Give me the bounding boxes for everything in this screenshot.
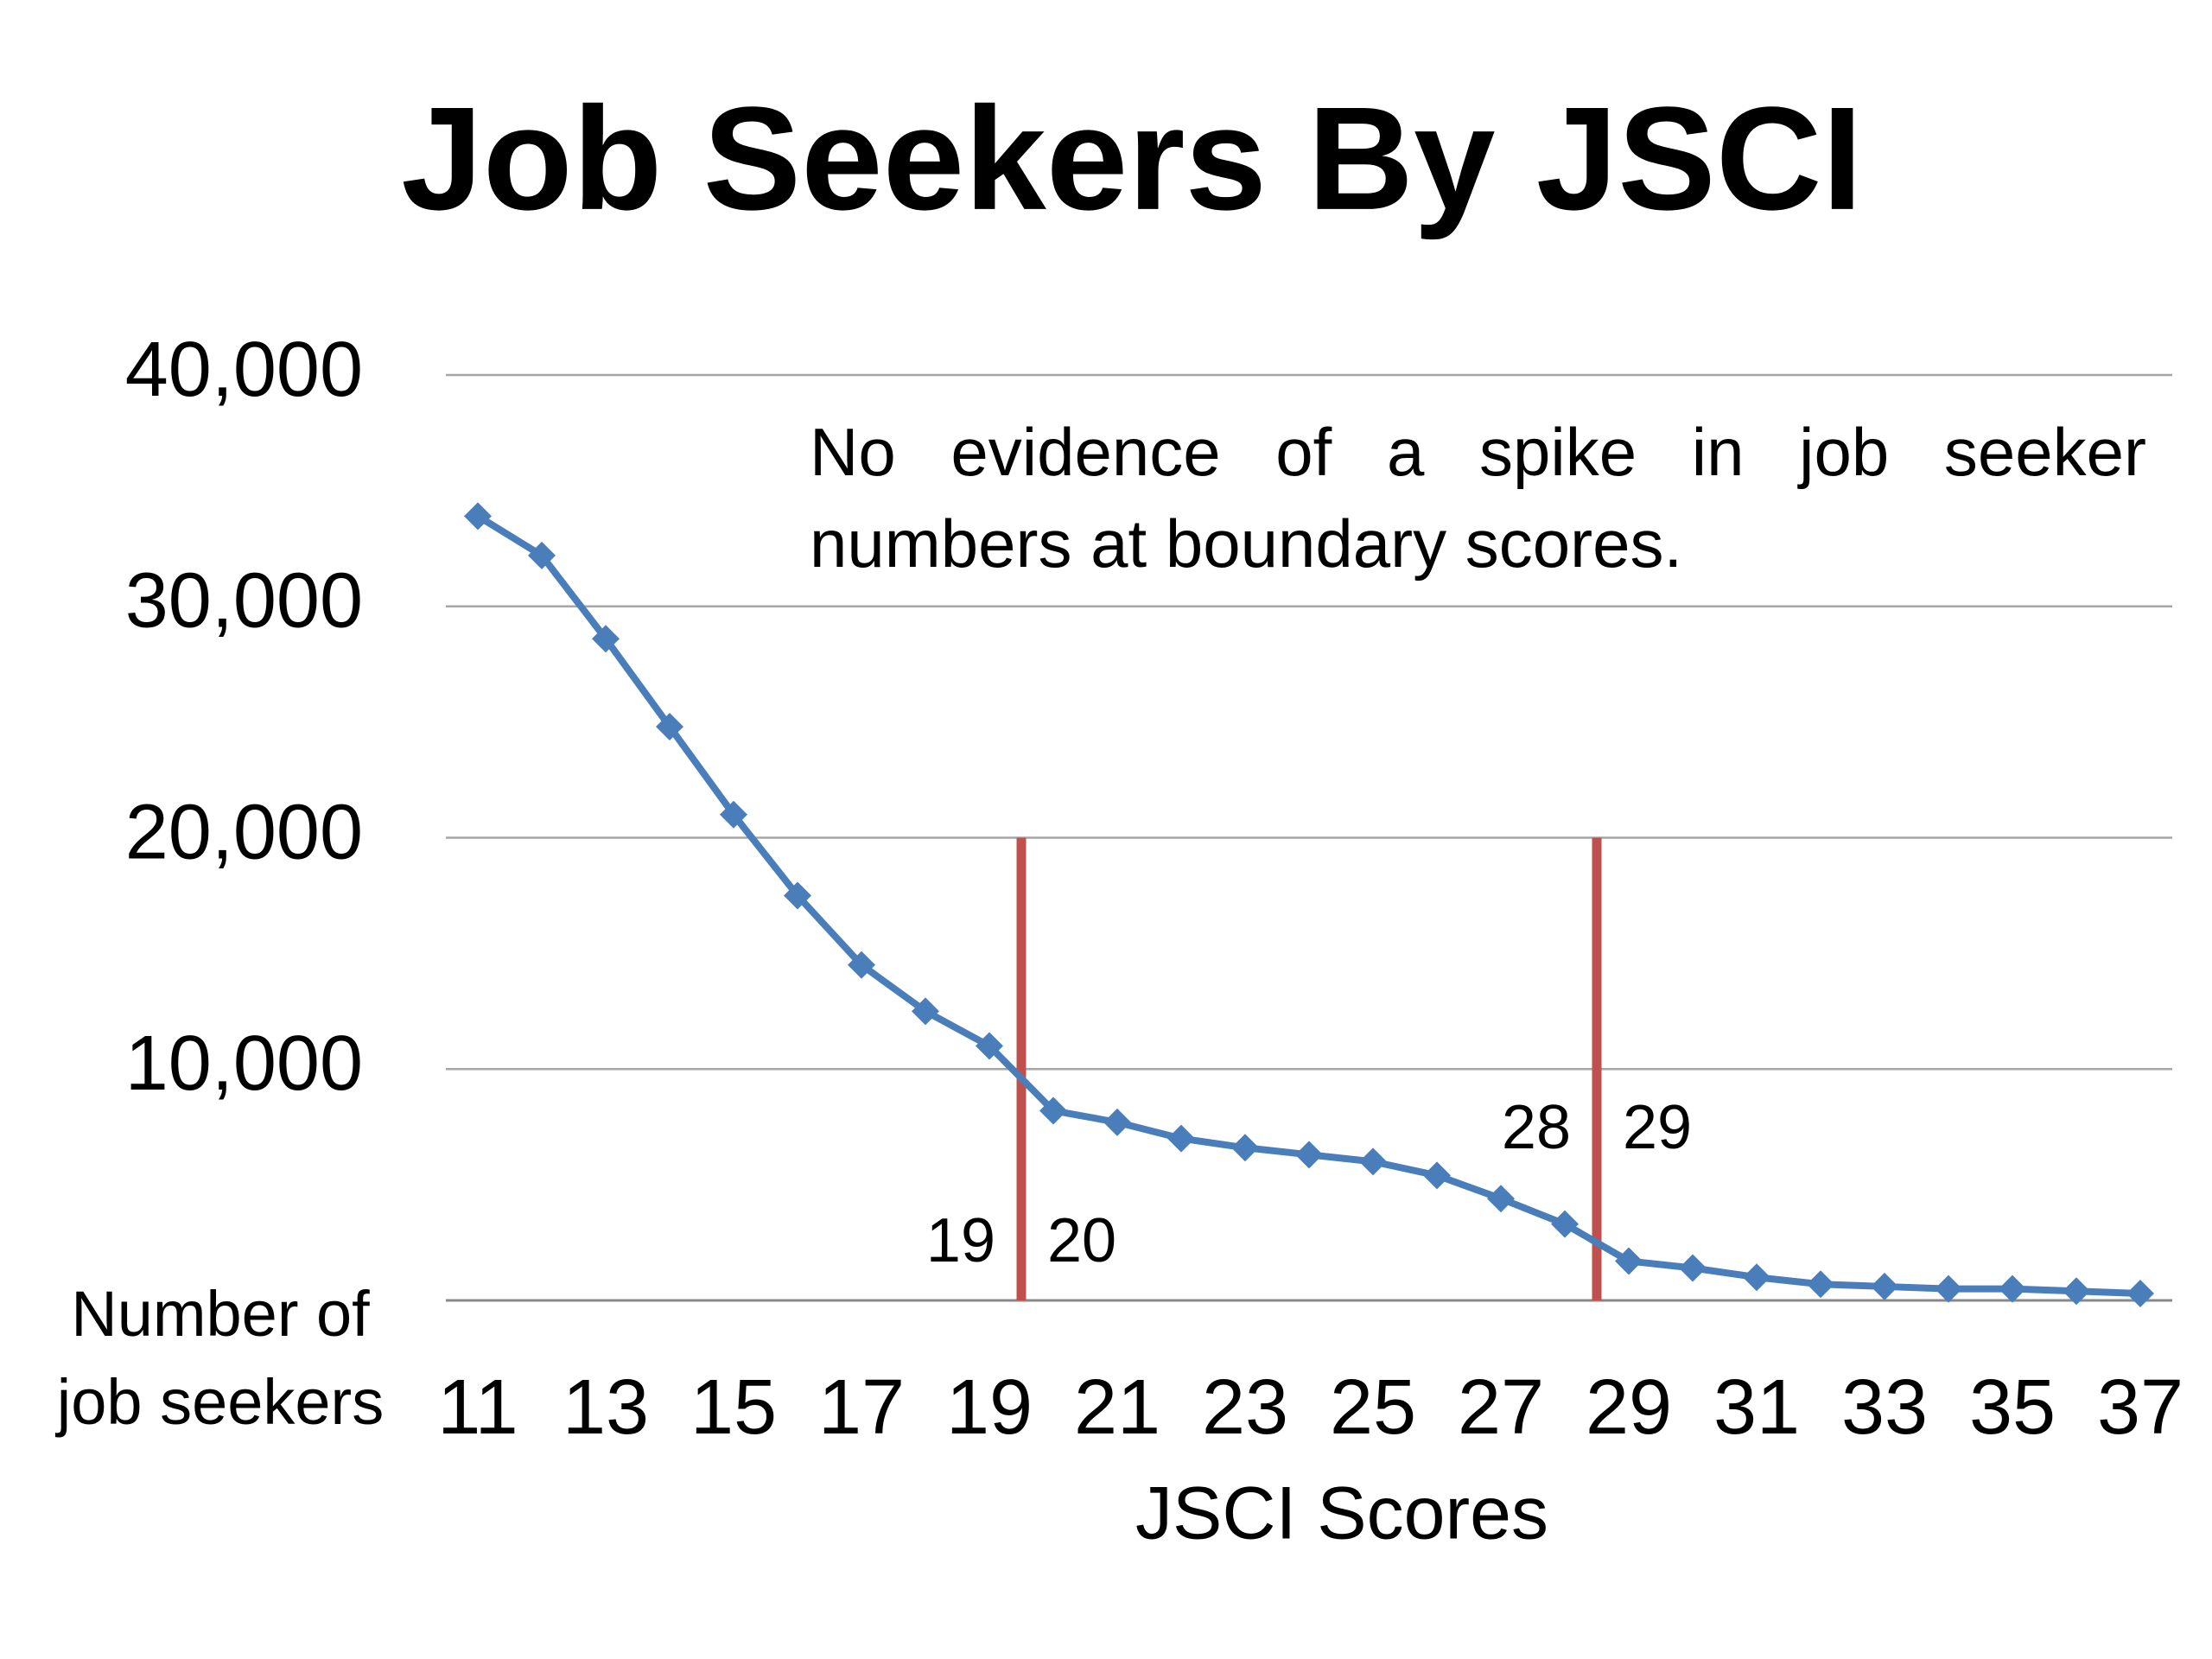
y-tick-label: 40,000 (125, 327, 363, 413)
x-tick-label: 27 (1458, 1364, 1544, 1451)
annotation: No evidence of a spike in job seeker num… (810, 414, 2146, 582)
marker (592, 625, 620, 653)
x-tick-label: 15 (690, 1364, 777, 1451)
marker (1231, 1134, 1259, 1162)
marker (1615, 1247, 1643, 1275)
marker (1359, 1147, 1387, 1176)
marker (1935, 1274, 1962, 1303)
x-tick-label: 11 (437, 1364, 518, 1451)
x-tick-label: 37 (2097, 1364, 2183, 1451)
y-tick-label: 30,000 (125, 558, 363, 645)
marker (2063, 1277, 2090, 1306)
marker (848, 950, 875, 979)
boundary-label: 20 (1047, 1206, 1116, 1275)
marker (2126, 1279, 2154, 1307)
x-tick-label: 25 (1330, 1364, 1416, 1451)
marker (1679, 1254, 1707, 1282)
x-tick-label: 31 (1713, 1364, 1800, 1451)
x-tick-label: 33 (1841, 1364, 1928, 1451)
marker (1423, 1161, 1451, 1190)
marker (1807, 1270, 1834, 1299)
chart-title: Job Seekers By JSCI (401, 77, 1862, 241)
marker (1487, 1185, 1515, 1213)
y-axis-label: Number of job seekers (56, 1278, 385, 1438)
marker (720, 800, 747, 829)
y-tick-label: 20,000 (125, 789, 363, 875)
marker (528, 541, 556, 569)
x-tick-label: 17 (818, 1364, 905, 1451)
boundary-label: 28 (1502, 1093, 1571, 1162)
y-tick-label: 10,000 (125, 1020, 363, 1107)
marker (1743, 1263, 1770, 1292)
marker (1871, 1272, 1898, 1300)
marker (784, 881, 811, 910)
boundary-label: 29 (1623, 1093, 1692, 1162)
marker (1295, 1141, 1323, 1169)
x-tick-label: 35 (1969, 1364, 2056, 1451)
x-tick-label: 23 (1202, 1364, 1288, 1451)
x-tick-label: 29 (1586, 1364, 1672, 1451)
boundary-label: 19 (926, 1206, 995, 1275)
x-axis-label: JSCI Scores (1135, 1472, 1548, 1555)
marker (1039, 1096, 1067, 1125)
x-tick-label: 21 (1074, 1364, 1160, 1451)
series-line (475, 512, 2141, 1297)
marker (464, 502, 492, 531)
marker (1167, 1124, 1195, 1153)
x-tick-label: 13 (563, 1364, 649, 1451)
marker (976, 1032, 1003, 1060)
x-tick-label: 19 (946, 1364, 1033, 1451)
marker (1999, 1274, 2026, 1303)
marker (912, 997, 939, 1026)
marker (1103, 1108, 1131, 1136)
marker (656, 712, 683, 741)
marker (1551, 1210, 1579, 1238)
